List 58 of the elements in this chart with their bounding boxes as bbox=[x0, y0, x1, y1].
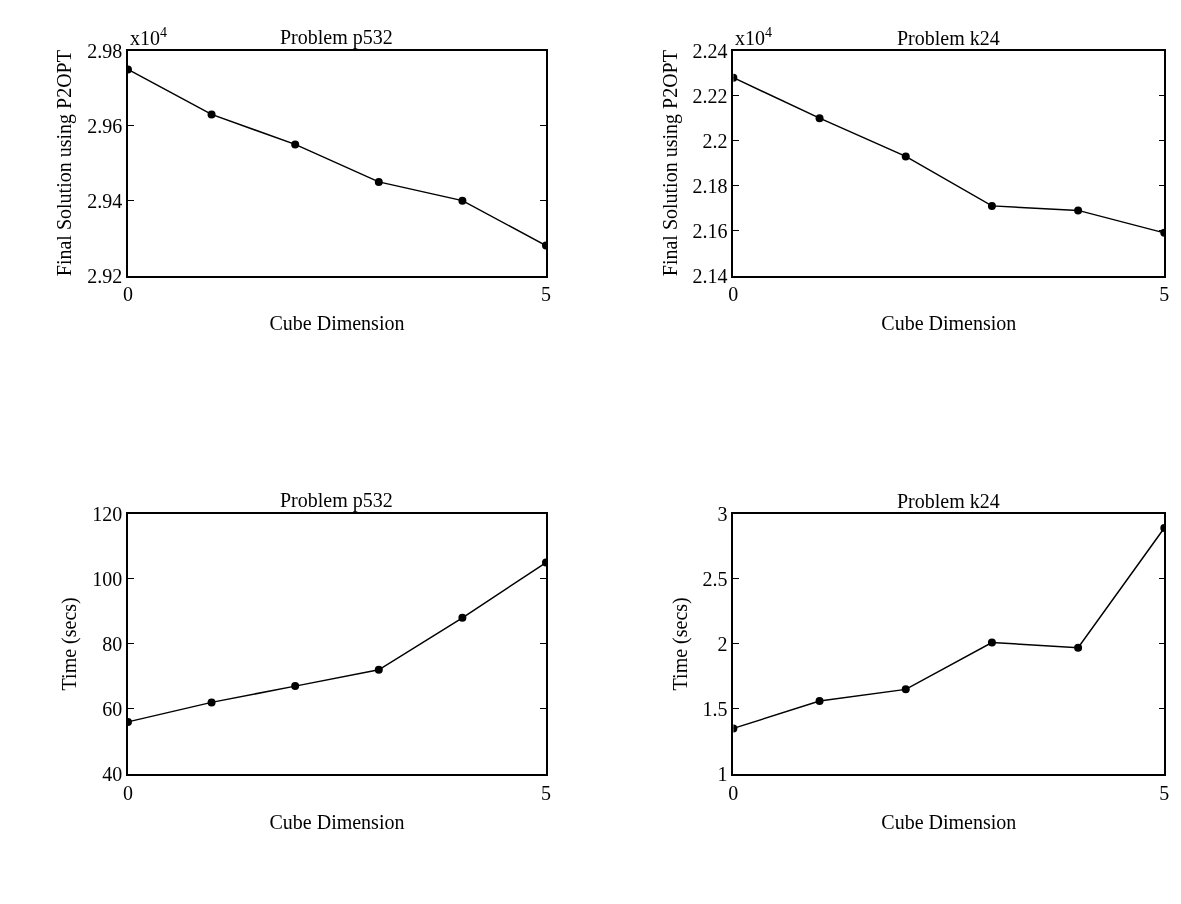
text: x10$^{4}$ bbox=[130, 25, 167, 50]
y-tick-label: 2.92 bbox=[87, 264, 123, 287]
y-axis-title: Final Solution using P2OPT bbox=[53, 50, 77, 277]
point bbox=[987, 638, 996, 647]
point bbox=[458, 196, 467, 205]
x-tick-label: 0 bbox=[122, 781, 133, 804]
x-tick-label: 0 bbox=[728, 781, 739, 804]
chart-title: Problem k24 bbox=[897, 27, 1000, 49]
point bbox=[374, 665, 383, 674]
y-axis-title: Time (secs) bbox=[58, 597, 82, 691]
x-axis-title: Cube Dimension bbox=[881, 810, 1017, 833]
y-tick-label: 80 bbox=[102, 632, 123, 655]
x-tick-label: 5 bbox=[1159, 781, 1170, 804]
y-tick-label: 2.16 bbox=[692, 219, 728, 242]
x-axis-title: Cube Dimension bbox=[269, 312, 405, 335]
x-tick-label: 5 bbox=[1159, 283, 1170, 306]
point bbox=[458, 613, 467, 622]
point bbox=[901, 685, 910, 694]
point bbox=[207, 110, 216, 119]
y-tick-label: 2.18 bbox=[692, 174, 728, 197]
y-tick-label: 60 bbox=[102, 697, 123, 720]
x-tick-label: 0 bbox=[122, 283, 133, 306]
y-tick-label: 3 bbox=[717, 502, 728, 525]
y-tick-label: 1.5 bbox=[702, 697, 728, 720]
point bbox=[815, 114, 824, 123]
y-tick-label: 2.24 bbox=[692, 39, 728, 62]
point bbox=[987, 201, 996, 210]
y-tick-label: 2.2 bbox=[702, 129, 728, 152]
x-axis-title: Cube Dimension bbox=[881, 312, 1017, 335]
point bbox=[901, 152, 910, 161]
y-tick-label: 40 bbox=[102, 762, 123, 785]
point bbox=[1074, 643, 1083, 652]
chart-title: Problem k24 bbox=[897, 490, 1000, 512]
chart-title: Problem p532 bbox=[280, 489, 393, 512]
y-axis-title: Final Solution using P2OPT bbox=[658, 50, 682, 277]
y-tick-label: 2.98 bbox=[87, 39, 123, 62]
y-tick-label: 1 bbox=[717, 762, 728, 785]
point bbox=[207, 698, 216, 707]
x-axis-title: Cube Dimension bbox=[269, 810, 405, 833]
y-tick-label: 2 bbox=[717, 632, 728, 655]
point bbox=[291, 682, 300, 691]
y-tick-label: 2.14 bbox=[692, 264, 728, 287]
y-tick-label: 2.96 bbox=[87, 114, 123, 137]
point bbox=[374, 177, 383, 186]
point bbox=[291, 140, 300, 149]
x-tick-label: 5 bbox=[541, 283, 552, 306]
y-tick-label: 100 bbox=[92, 567, 123, 590]
y-axis-title: Time (secs) bbox=[668, 597, 692, 691]
y-tick-label: 2.5 bbox=[702, 567, 728, 590]
point bbox=[1074, 206, 1083, 215]
y-tick-label: 2.94 bbox=[87, 189, 123, 212]
y-tick-label: 120 bbox=[92, 502, 123, 525]
x-tick-label: 0 bbox=[728, 283, 739, 306]
chart-title: Problem p532 bbox=[280, 26, 393, 49]
x-tick-label: 5 bbox=[541, 781, 552, 804]
y-tick-label: 2.22 bbox=[692, 84, 728, 107]
point bbox=[815, 697, 824, 706]
text: x10$^{4}$ bbox=[735, 25, 772, 50]
